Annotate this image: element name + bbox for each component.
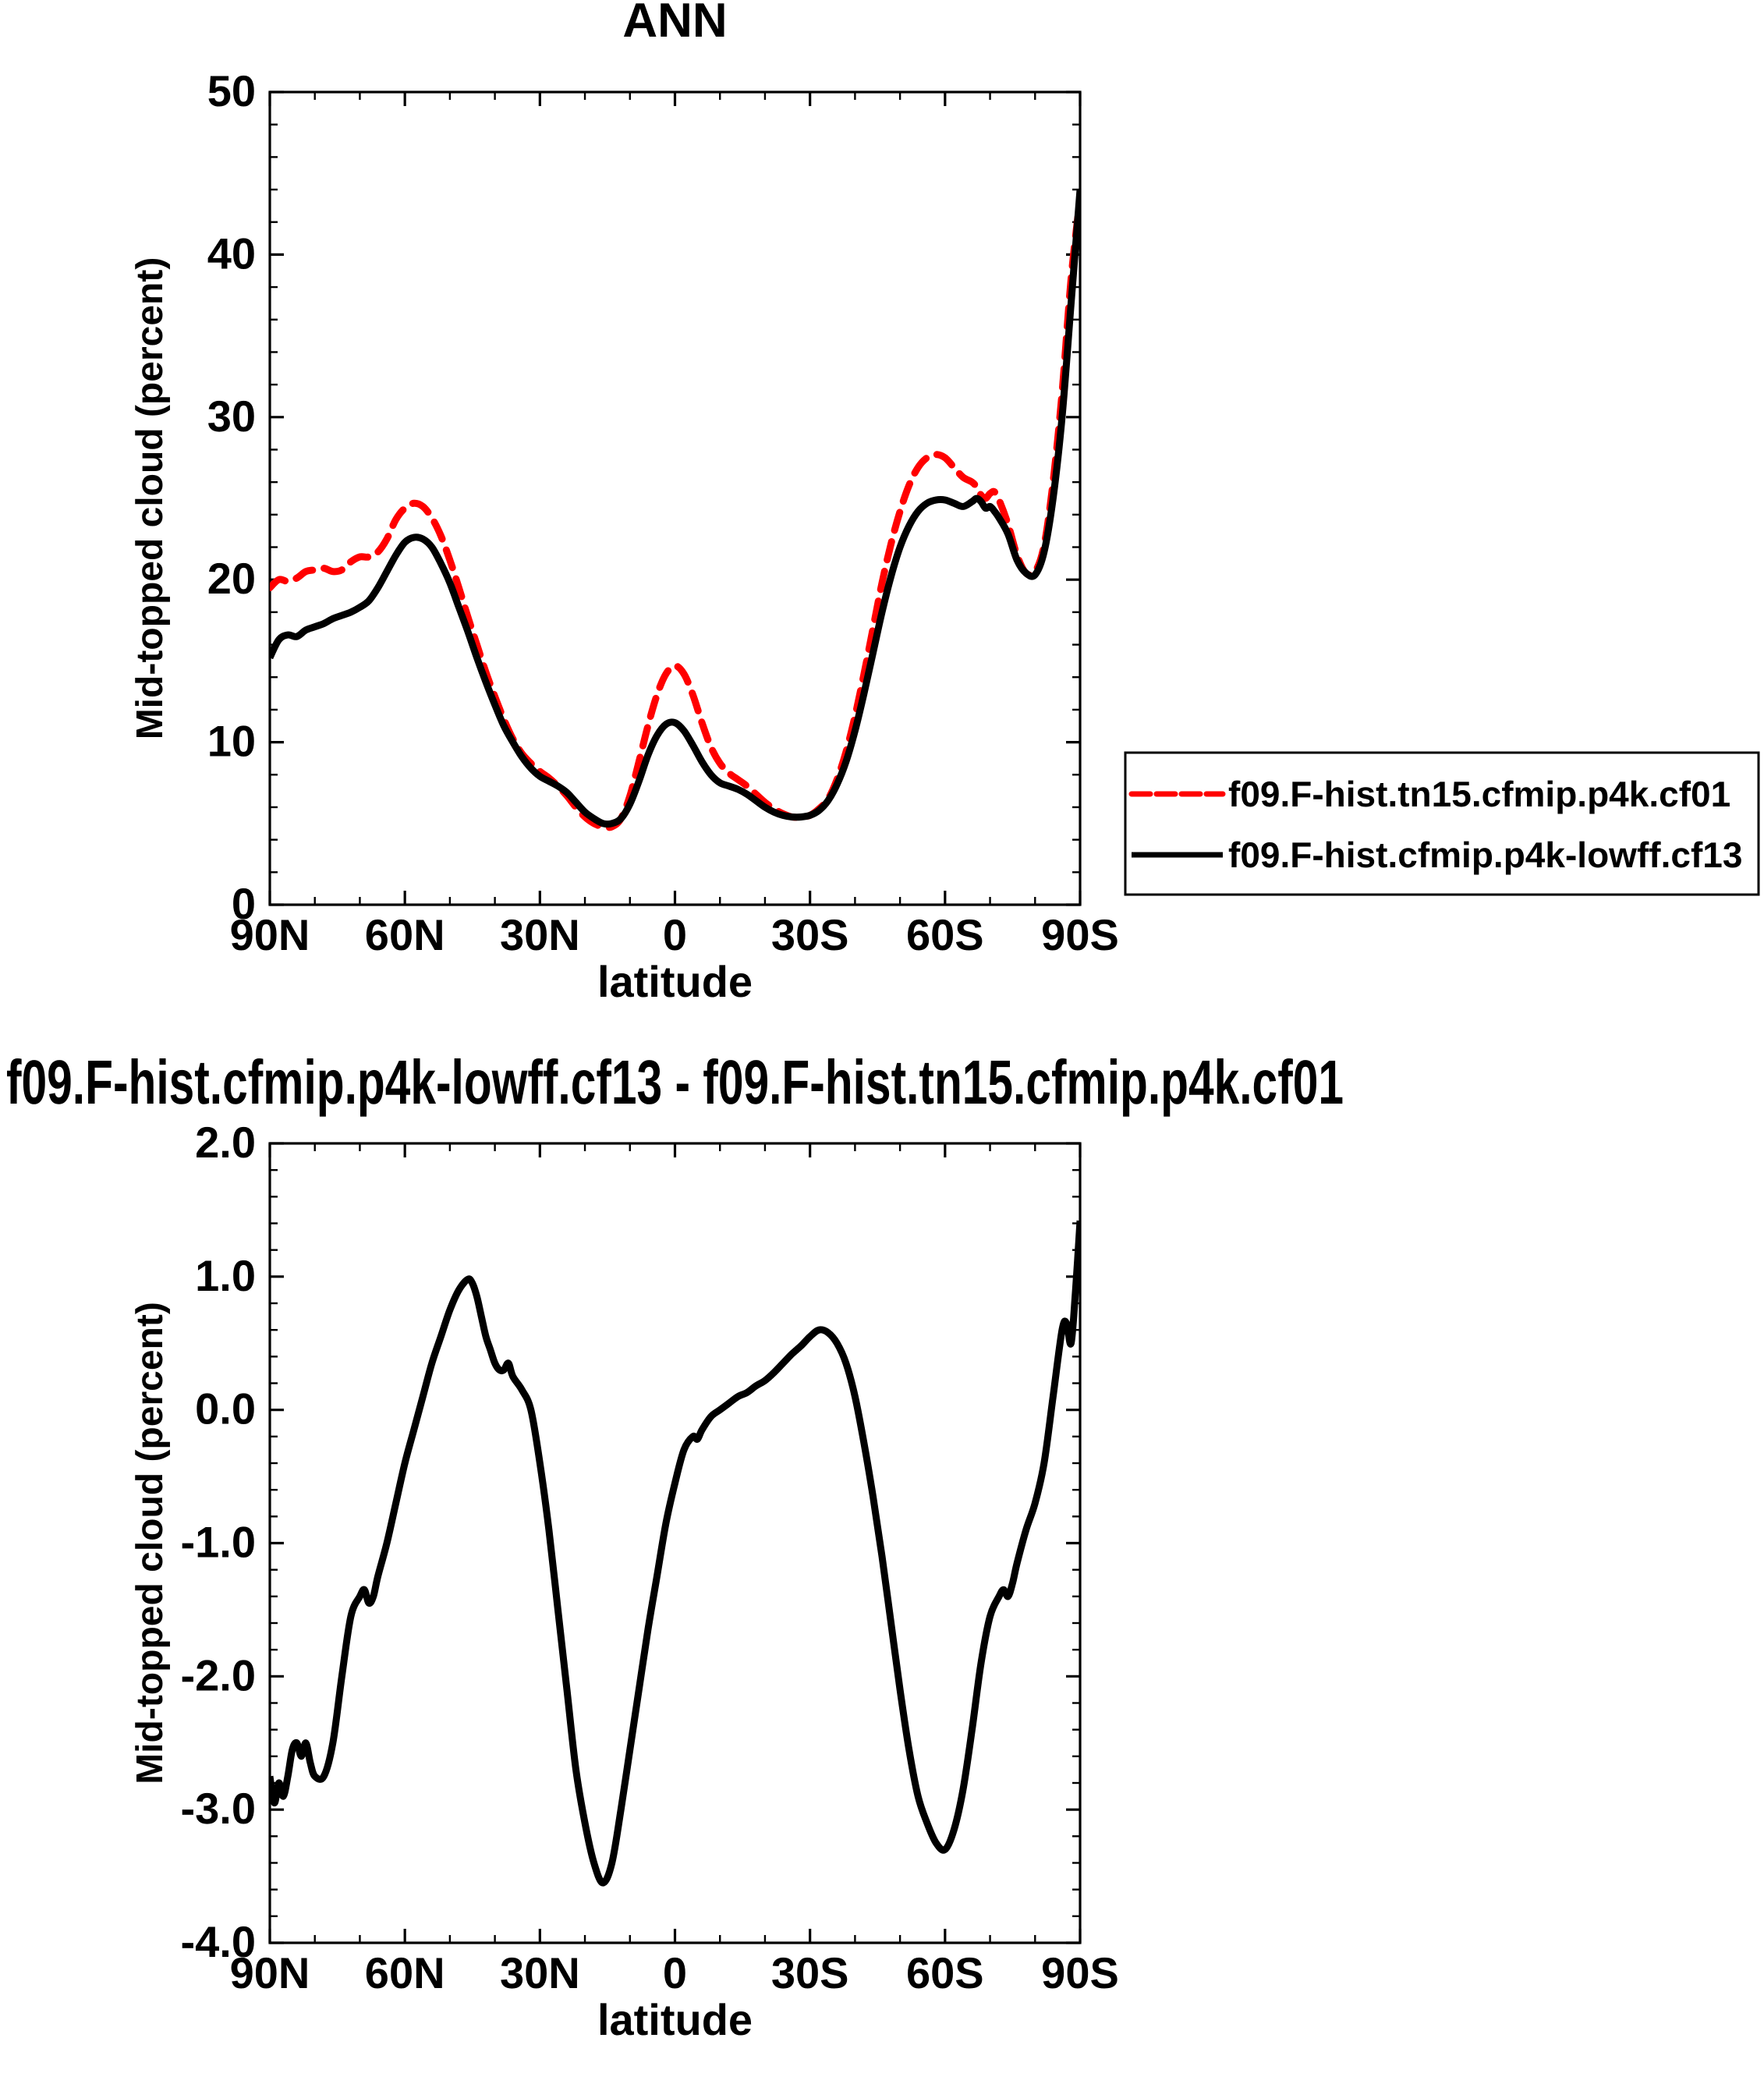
svg-text:90S: 90S (1041, 910, 1119, 959)
svg-text:f09.F-hist.cfmip.p4k-lowff.cf1: f09.F-hist.cfmip.p4k-lowff.cf13 (1228, 835, 1742, 875)
svg-text:50: 50 (207, 66, 256, 115)
svg-text:30: 30 (207, 392, 256, 441)
svg-text:Mid-topped cloud (percent): Mid-topped cloud (percent) (129, 257, 171, 740)
svg-text:1.0: 1.0 (195, 1251, 256, 1300)
svg-text:latitude: latitude (597, 957, 753, 1006)
svg-text:90S: 90S (1041, 1948, 1119, 1997)
svg-text:0: 0 (663, 910, 687, 959)
svg-text:0: 0 (663, 1948, 687, 1997)
svg-text:f09.F-hist.tn15.cfmip.p4k.cf01: f09.F-hist.tn15.cfmip.p4k.cf01 (1228, 774, 1730, 814)
svg-text:60S: 60S (906, 1948, 984, 1997)
svg-text:latitude: latitude (597, 1995, 753, 2044)
svg-text:60N: 60N (365, 910, 445, 959)
svg-text:60N: 60N (365, 1948, 445, 1997)
svg-text:20: 20 (207, 554, 256, 603)
svg-text:30N: 30N (500, 910, 580, 959)
svg-text:30S: 30S (771, 910, 849, 959)
svg-text:-2.0: -2.0 (181, 1650, 257, 1699)
svg-text:30N: 30N (500, 1948, 580, 1997)
svg-text:2.0: 2.0 (195, 1118, 256, 1167)
svg-text:-3.0: -3.0 (181, 1784, 257, 1833)
svg-text:Mid-topped cloud (percent): Mid-topped cloud (percent) (129, 1302, 171, 1785)
svg-text:90N: 90N (230, 1948, 310, 1997)
svg-text:0.0: 0.0 (195, 1384, 256, 1434)
svg-text:90N: 90N (230, 910, 310, 959)
svg-text:30S: 30S (771, 1948, 849, 1997)
svg-text:40: 40 (207, 229, 256, 278)
svg-text:10: 10 (207, 717, 256, 766)
svg-text:f09.F-hist.cfmip.p4k-lowff.cf1: f09.F-hist.cfmip.p4k-lowff.cf13 - f09.F-… (6, 1047, 1344, 1117)
svg-text:60S: 60S (906, 910, 984, 959)
svg-text:ANN: ANN (622, 0, 727, 48)
svg-text:-1.0: -1.0 (181, 1518, 257, 1567)
